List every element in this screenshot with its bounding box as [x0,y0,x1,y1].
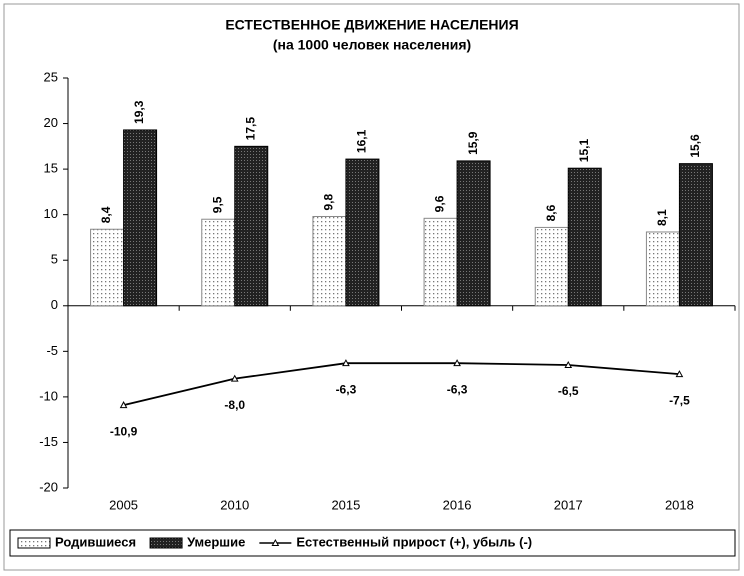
bar-value-label: 15,6 [688,134,702,158]
line [123,362,680,406]
line-value-label: -10,9 [110,424,138,438]
bar-value-label: 17,5 [243,117,257,141]
line-value-label: -6,3 [447,382,468,396]
y-tick-label: -5 [46,343,58,358]
bar [201,218,236,307]
y-tick-label: 0 [51,297,58,312]
bar-value-label: 8,4 [99,206,113,223]
bar [345,158,380,307]
line-marker [119,401,128,409]
legend-label: Естественный прирост (+), убыль (-) [296,534,532,549]
y-tick-label: -20 [39,479,58,494]
bar-value-label: 15,1 [577,139,591,163]
bar [312,215,347,307]
legend-box [9,529,736,557]
bar [423,217,458,307]
legend-swatch [17,537,51,549]
bar [456,160,491,307]
y-tick-label: 20 [44,115,58,130]
bar [534,226,569,307]
x-tick-label: 2016 [443,497,472,512]
x-tick-label: 2018 [665,497,694,512]
line-marker [675,370,684,378]
legend-swatch [149,537,183,549]
y-tick-label: 10 [44,206,58,221]
chart-frame [3,3,740,571]
chart-subtitle: (на 1000 человек населения) [273,37,471,53]
y-tick-label: 5 [51,252,58,267]
line-value-label: -6,5 [558,384,579,398]
y-tick-label: -15 [39,434,58,449]
x-tick-label: 2017 [554,497,583,512]
bar-value-label: 9,5 [210,196,224,213]
line-value-label: -7,5 [669,393,690,407]
x-tick-label: 2010 [220,497,249,512]
x-tick-label: 2015 [331,497,360,512]
line-value-label: -6,3 [336,382,357,396]
bar [234,145,269,307]
line-marker [230,374,239,382]
bar-value-label: 19,3 [132,100,146,124]
legend-label: Родившиеся [55,534,136,549]
chart-title: ЕСТЕСТВЕННОЕ ДВИЖЕНИЕ НАСЕЛЕНИЯ [225,17,518,33]
bar-value-label: 8,6 [544,204,558,221]
legend-marker [271,538,280,546]
bar [90,228,125,307]
bar [645,231,680,307]
bar [678,163,713,307]
bar-value-label: 16,1 [355,129,369,153]
bar [123,129,158,307]
y-tick-label: 25 [44,69,58,84]
line-value-label: -8,0 [224,398,245,412]
line-marker [564,360,573,368]
legend-label: Умершие [187,534,245,549]
y-tick-label: 15 [44,161,58,176]
bar-value-label: 9,8 [322,193,336,210]
y-tick-label: -10 [39,388,58,403]
bar-value-label: 8,1 [655,209,669,226]
bar-value-label: 15,9 [466,131,480,155]
x-tick-label: 2005 [109,497,138,512]
bar [567,167,602,307]
bar-value-label: 9,6 [433,195,447,212]
line-marker [342,359,350,367]
line-marker [453,359,461,367]
